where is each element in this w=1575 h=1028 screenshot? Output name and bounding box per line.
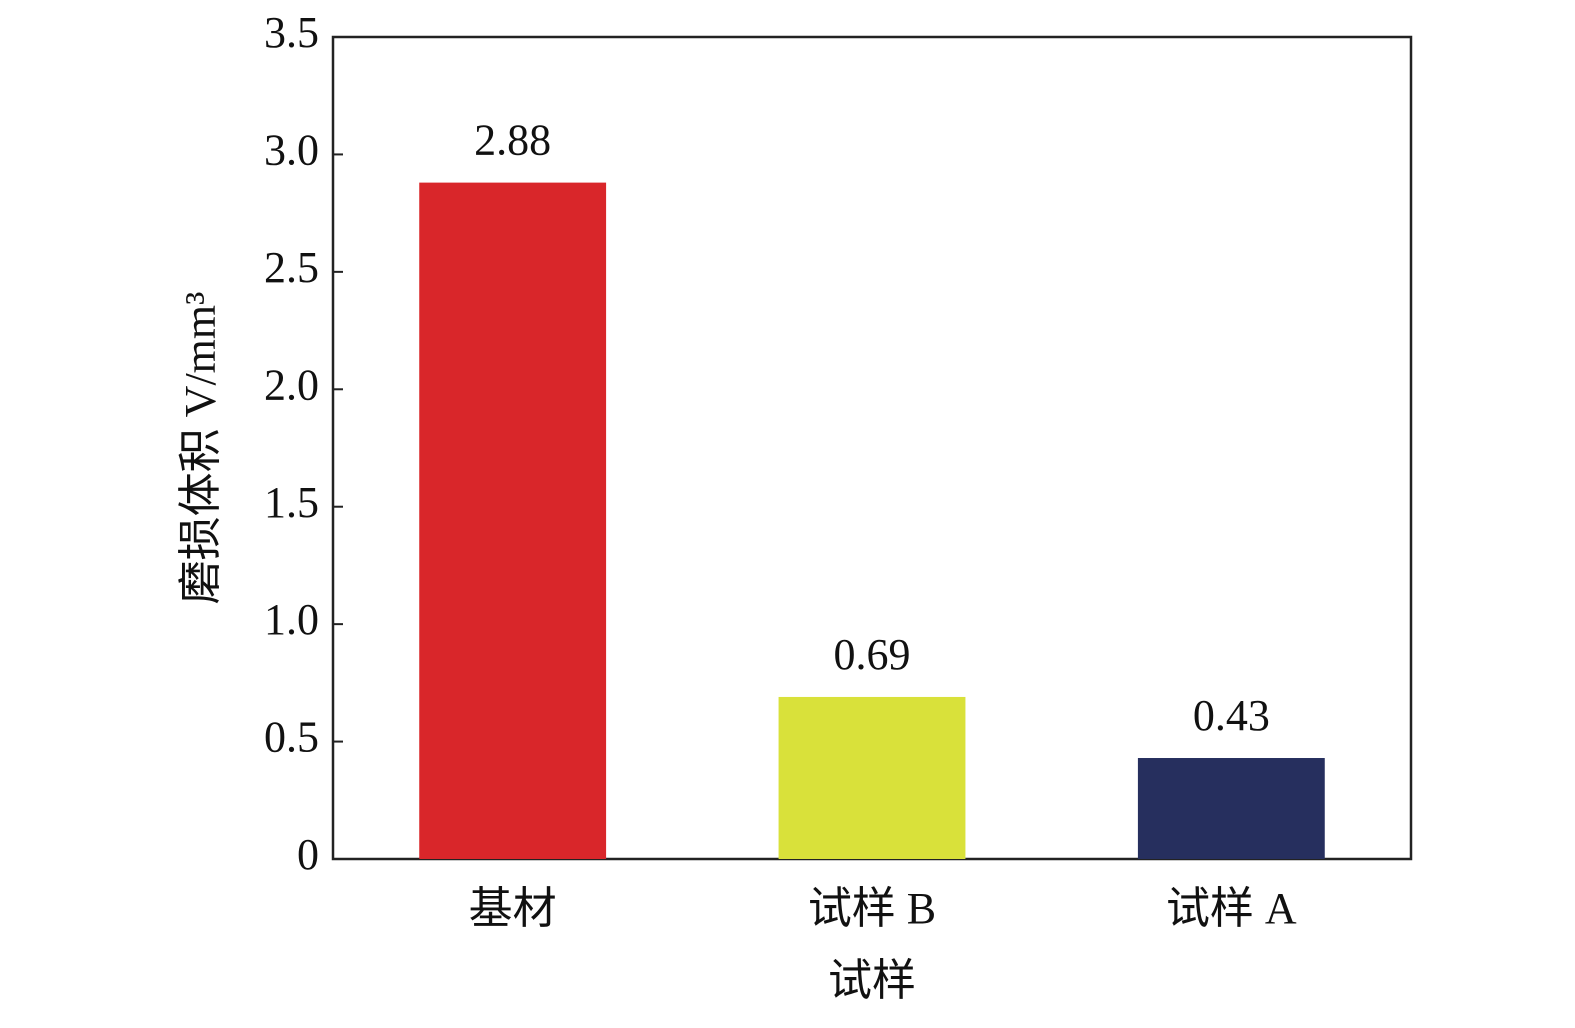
y-tick-label: 3.0 bbox=[264, 126, 319, 175]
x-axis-label: 试样 bbox=[828, 956, 916, 1005]
x-tick-label: 试样 B bbox=[808, 884, 936, 933]
value-label: 0.43 bbox=[1193, 691, 1270, 740]
y-tick-label: 1.0 bbox=[264, 595, 319, 644]
y-tick-label: 3.5 bbox=[264, 8, 319, 57]
bar bbox=[1137, 758, 1325, 859]
y-tick-label: 2.0 bbox=[264, 360, 319, 409]
y-tick-label: 2.5 bbox=[264, 243, 319, 292]
x-tick-label: 基材 bbox=[469, 884, 557, 933]
y-tick-label: 1.5 bbox=[264, 478, 319, 527]
value-label: 0.69 bbox=[834, 630, 911, 679]
x-tick-label: 试样 A bbox=[1166, 884, 1297, 933]
y-tick-label: 0.5 bbox=[264, 713, 319, 762]
bar bbox=[778, 696, 966, 859]
y-tick-label: 0 bbox=[297, 830, 319, 879]
value-label: 2.88 bbox=[474, 116, 551, 165]
bar bbox=[419, 182, 607, 859]
y-axis-label: 磨损体积 V/mm³ bbox=[176, 292, 225, 605]
